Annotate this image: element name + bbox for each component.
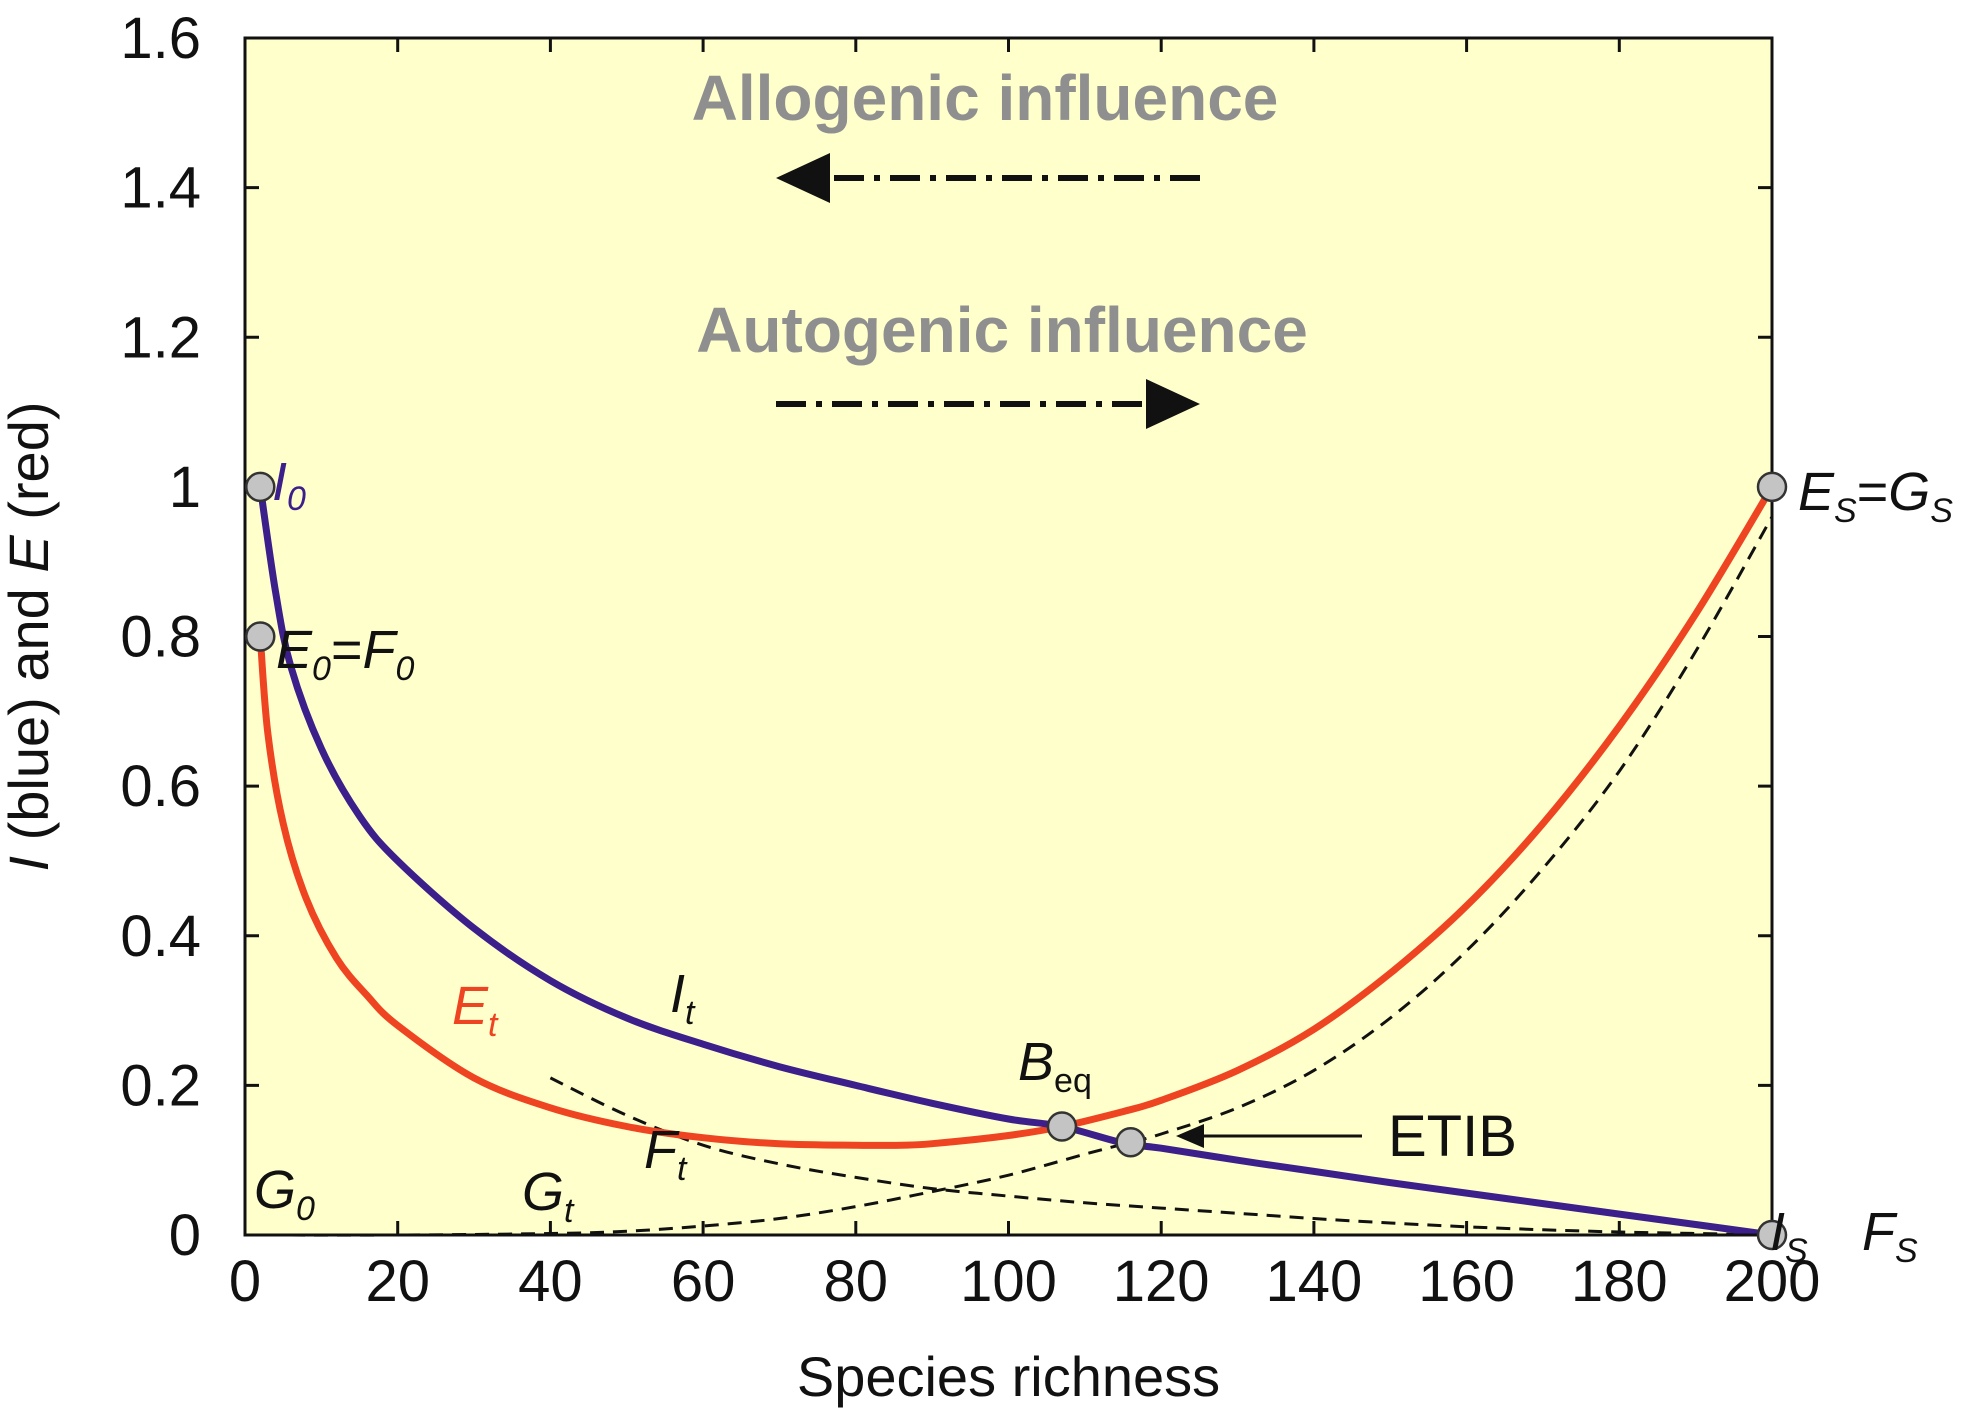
y-tick-label: 1.6	[120, 6, 201, 71]
plot-area	[245, 38, 1772, 1235]
series-line-E	[256, 483, 1776, 1149]
label-Es-Gs: ES=GS	[1798, 462, 1953, 530]
allogenic-influence-label: Allogenic influence	[692, 62, 1279, 134]
y-tick-label: 1.2	[120, 305, 201, 370]
x-tick-label: 120	[1113, 1249, 1210, 1314]
point-marker-i0	[245, 471, 276, 503]
point-marker-es	[1756, 471, 1788, 503]
y-tick-label: 0.2	[120, 1053, 201, 1118]
point-marker-etib	[1115, 1126, 1146, 1158]
label-I0: I0	[272, 452, 306, 518]
etib-pointer-arrow	[1176, 1124, 1362, 1148]
y-tick-label: 0.6	[120, 754, 201, 819]
x-tick-label: 40	[518, 1249, 583, 1314]
label-G0: G0	[254, 1160, 315, 1228]
x-tick-label: 180	[1571, 1249, 1668, 1314]
x-tick-label: 200	[1724, 1249, 1821, 1314]
allogenic-arrow	[776, 153, 1200, 203]
label-Beq: Beq	[1018, 1032, 1092, 1100]
point-marker-e0	[245, 621, 276, 652]
autogenic-influence-label: Autogenic influence	[696, 294, 1308, 366]
label-Gt: Gt	[522, 1162, 575, 1230]
y-tick-label: 1.4	[120, 156, 201, 221]
y-axis-title: I (blue) and E (red)	[0, 402, 60, 872]
label-Is: IS	[1770, 1202, 1808, 1270]
label-Et: Et	[452, 976, 499, 1044]
series-line-G	[244, 516, 1774, 1237]
x-tick-label: 20	[365, 1249, 430, 1314]
points-layer	[245, 471, 1788, 1251]
series-layer	[244, 483, 1776, 1239]
plot-frame	[243, 36, 1774, 1237]
axis-ticks: 0 20 40 60 80 100 120 140 160 180 200 0 0.2 0.4 0.6 0.8…	[120, 6, 1820, 1314]
series-line-F	[549, 1076, 1773, 1237]
x-tick-label: 80	[824, 1249, 889, 1314]
label-It: It	[670, 964, 696, 1032]
label-Fs: FS	[1862, 1202, 1918, 1270]
label-etib: ETIB	[1388, 1104, 1517, 1169]
y-tick-label: 0.8	[120, 605, 201, 670]
point-marker-beq	[1046, 1111, 1078, 1142]
autogenic-arrow	[776, 379, 1200, 429]
label-Ft: Ft	[644, 1120, 688, 1188]
x-tick-label: 160	[1418, 1249, 1515, 1314]
x-tick-label: 60	[671, 1249, 736, 1314]
y-tick-label: 0	[169, 1203, 201, 1268]
label-E0-F0: E0=F0	[276, 620, 415, 688]
y-tick-label: 1	[169, 455, 201, 520]
series-line-I	[256, 483, 1776, 1239]
x-tick-label: 0	[229, 1249, 261, 1314]
point-marker-is	[1756, 1219, 1788, 1251]
x-tick-label: 140	[1266, 1249, 1363, 1314]
x-axis-title: Species richness	[797, 1345, 1220, 1408]
x-tick-label: 100	[960, 1249, 1057, 1314]
y-tick-label: 0.4	[120, 904, 201, 969]
